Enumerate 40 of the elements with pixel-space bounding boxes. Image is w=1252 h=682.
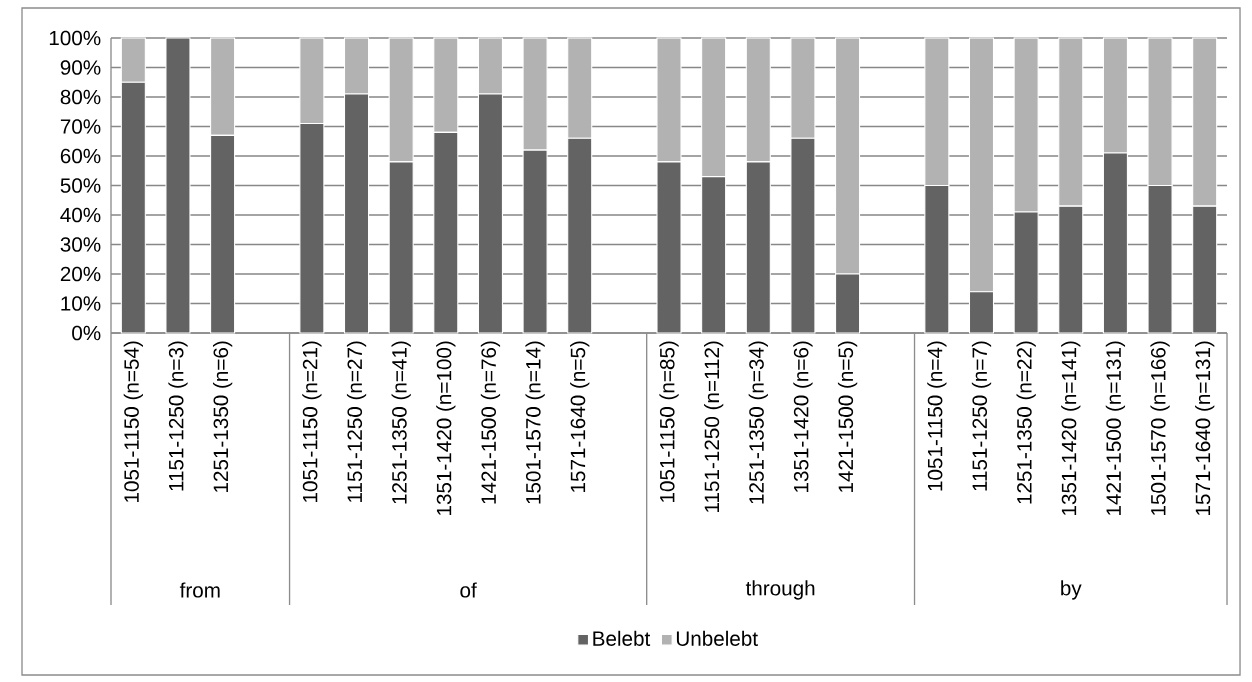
x-tick-label: 1351-1420 (n=141)	[1061, 341, 1081, 515]
x-tick-label: 1251-1350 (n=6)	[212, 341, 233, 492]
x-tick-label: 1421-1500 (n=76)	[480, 341, 501, 504]
x-tick-label: 1571-1640 (n=5)	[570, 341, 590, 492]
x-tick-label: 1251-1350 (n=41)	[391, 341, 411, 504]
y-tick-label: 70%	[60, 119, 101, 134]
x-tick-label: 1421-1500 (n=5)	[837, 341, 858, 492]
x-tick-label: 1051-1150 (n=21)	[302, 341, 322, 502]
x-tick-label: 1351-1420 (n=6)	[793, 341, 813, 492]
x-tick-label: 1351-1420 (n=100)	[436, 341, 456, 515]
y-tick-label: 20%	[60, 266, 101, 282]
bar	[165, 37, 191, 334]
x-tick-label: 1151-1250 (n=3)	[168, 341, 188, 491]
y-tick-label: 10%	[61, 296, 101, 311]
y-tick-label: 90%	[60, 60, 101, 75]
text: by	[1061, 580, 1082, 600]
legend-label: Belebt	[593, 630, 651, 646]
x-tick-label: 1251-1350 (n=34)	[748, 341, 768, 504]
legend-label: Unbelebt	[676, 630, 758, 646]
y-tick-label: 40%	[60, 207, 101, 223]
text: through	[745, 580, 815, 600]
text: of	[460, 582, 477, 598]
y-tick-label: 80%	[60, 89, 101, 105]
y-tick-label: 0%	[72, 325, 101, 341]
x-tick-label: 1501-1570 (n=166)	[1150, 341, 1170, 515]
y-tick-label: 100%	[49, 30, 101, 46]
x-tick-label: 1151-1250 (n=112)	[704, 341, 724, 512]
x-tick-label: 1051-1150 (n=85)	[659, 341, 679, 502]
y-tick-label: 30%	[60, 237, 101, 252]
x-tick-label: 1151-1250 (n=7)	[971, 341, 992, 491]
x-tick-label: 1051-1150 (n=4)	[927, 341, 947, 491]
x-tick-label: 1571-1640 (n=131)	[1195, 341, 1215, 515]
y-tick-label: 50%	[60, 178, 101, 193]
x-tick-label: 1251-1350 (n=22)	[1016, 341, 1036, 504]
x-tick-label: 1051-1150 (n=54)	[123, 341, 143, 502]
x-tick-label: 1421-1500 (n=131)	[1105, 341, 1126, 515]
x-tick-label: 1501-1570 (n=14)	[525, 341, 545, 504]
x-tick-label: 1151-1250 (n=27)	[346, 341, 367, 502]
text: from	[179, 582, 220, 598]
y-tick-label: 60%	[60, 148, 101, 164]
